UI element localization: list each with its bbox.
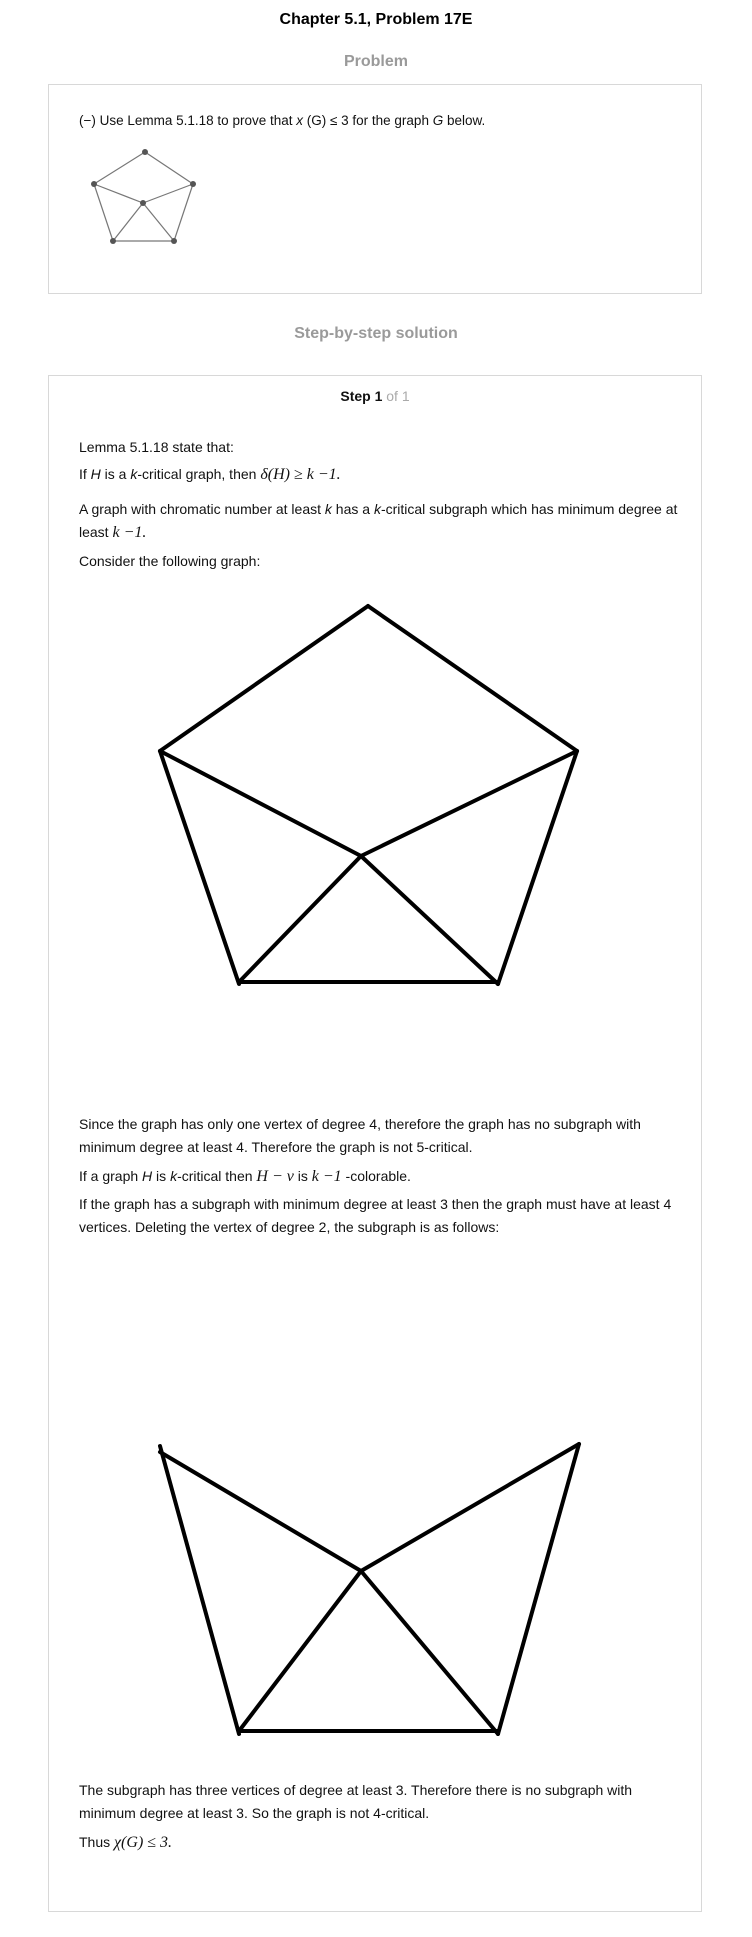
p3-a: A graph with chromatic number at least (79, 501, 325, 517)
paragraph-degree-four: Since the graph has only one vertex of d… (79, 1116, 641, 1155)
paragraph-lemma-statement: If H is a k-critical graph, then δ(H) ≥ … (79, 463, 679, 486)
paragraph-conclusion: Thus χ(G) ≤ 3. (79, 1831, 679, 1854)
p6-k: k (170, 1168, 178, 1184)
sub-edge-left-center (158, 1450, 363, 1573)
sub-edge-center-bottomright (359, 1569, 500, 1736)
paragraph-chromatic: A graph with chromatic number at least k… (79, 498, 679, 544)
p2-h: H (90, 466, 101, 482)
p2-b: is a (100, 466, 131, 482)
p2-a: If (79, 466, 91, 482)
edge-center-bottomright (359, 854, 500, 986)
sub-edge-center-bottomleft (237, 1569, 363, 1733)
p6-math1: H − v (256, 1168, 294, 1185)
p6-d: is (293, 1168, 312, 1184)
solution-heading: Step-by-step solution (294, 325, 458, 342)
step-of: of 1 (382, 388, 410, 404)
edge-center-bottomleft (237, 854, 363, 984)
p2-c: -critical graph, then (137, 466, 261, 482)
graph-figure-full (158, 604, 579, 986)
solution-box: Step 1 of 1 Lemma 5.1.18 state that: If … (48, 375, 702, 1912)
page-title: Chapter 5.1, Problem 17E (279, 11, 473, 28)
edge-top-left (158, 604, 370, 753)
p2-k: k (130, 466, 138, 482)
problem-text-a: (−) Use Lemma 5.1.18 to prove that (79, 113, 297, 128)
paragraph-critical-colorable: If a graph H is k-critical then H − v is… (79, 1165, 679, 1188)
p9-a: Thus (79, 1834, 115, 1850)
edge-right-center (359, 749, 579, 858)
edge-left-center (158, 749, 363, 858)
sub-edge-left-bottomleft (158, 1444, 241, 1736)
sub-edge-right-bottomright (496, 1442, 581, 1736)
problem-g: G (432, 113, 444, 128)
p6-c: -critical then (177, 1168, 257, 1184)
problem-graph-thumbnail (91, 149, 196, 244)
edge-top-right (366, 604, 579, 753)
problem-box: (−) Use Lemma 5.1.18 to prove that x (G)… (48, 84, 702, 294)
edge-left-bottomleft (158, 749, 241, 986)
p6-math2: k −1 (311, 1168, 342, 1185)
graph-figure-subgraph (158, 1442, 581, 1736)
paragraph-lemma: Lemma 5.1.18 state that: (79, 439, 234, 455)
p3-math: k −1. (112, 524, 147, 541)
paragraph-subgraph-degree: The subgraph has three vertices of degre… (79, 1782, 633, 1821)
p6-a: If a graph (79, 1168, 143, 1184)
problem-chi: x (296, 113, 303, 128)
paragraph-subgraph-intro: If the graph has a subgraph with minimum… (79, 1196, 672, 1235)
problem-text-c: below. (443, 113, 486, 128)
p3-b: has a (331, 501, 374, 517)
p3-k1: k (324, 501, 332, 517)
step-label: Step 1 (340, 388, 383, 404)
sub-edge-right-center (359, 1442, 581, 1573)
step-indicator: Step 1 of 1 (49, 388, 701, 404)
p6-e: -colorable. (341, 1168, 411, 1184)
paragraph-consider: Consider the following graph: (79, 553, 261, 569)
problem-heading: Problem (343, 53, 408, 70)
p3-c: -critical subgraph which has minimum deg… (79, 501, 678, 540)
problem-text: (−) Use Lemma 5.1.18 to prove that x (G)… (79, 113, 485, 128)
p6-h: H (142, 1168, 153, 1184)
edge-right-bottomright (496, 749, 579, 986)
p2-math: δ(H) ≥ k −1. (260, 466, 341, 483)
p6-b: is (152, 1168, 171, 1184)
problem-text-b: (G) ≤ 3 for the graph (302, 113, 433, 128)
p3-k2: k (373, 501, 381, 517)
p9-math: χ(G) ≤ 3. (114, 1834, 173, 1851)
